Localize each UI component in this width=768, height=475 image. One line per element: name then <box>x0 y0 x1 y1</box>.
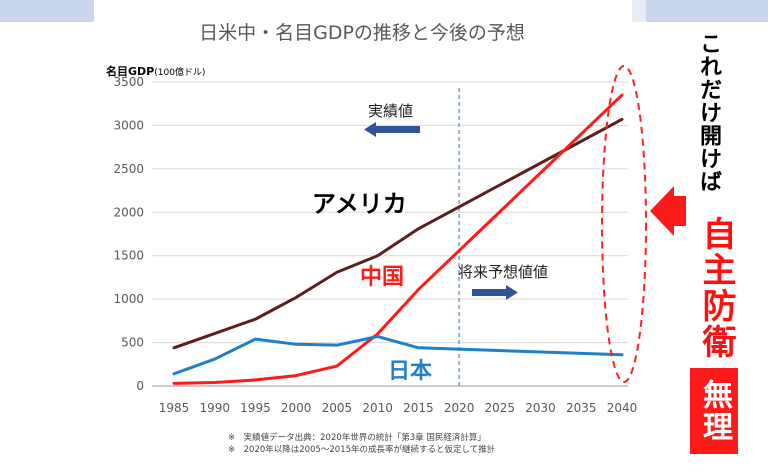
x-tick-label: 1995 <box>240 401 271 415</box>
x-tick-label: 2015 <box>403 401 434 415</box>
y-tick-label: 3000 <box>113 118 144 132</box>
chart-card <box>94 0 632 475</box>
x-tick-label: 1985 <box>159 401 190 415</box>
x-tick-label: 1990 <box>199 401 230 415</box>
y-tick-label: 2500 <box>113 162 144 176</box>
y-tick-label: 2000 <box>113 205 144 219</box>
x-tick-labels: 1985 1990 1995 2000 2005 2010 2015 2020 2025 2030… <box>159 401 638 415</box>
y-tick-label: 1000 <box>113 292 144 306</box>
left-panel <box>0 22 95 475</box>
side-message-box: 無理 <box>690 368 738 454</box>
top-strip-right <box>646 0 768 22</box>
grid-lines <box>152 81 628 387</box>
series-line-japan <box>172 334 624 376</box>
label-usa: アメリカ <box>312 190 407 218</box>
x-tick-label: 2010 <box>362 401 393 415</box>
y-tick-label: 3500 <box>113 75 144 89</box>
y-tick-label: 0 <box>136 379 144 393</box>
side-message-line1: これだけ開けば <box>696 32 721 193</box>
x-tick-label: 2025 <box>485 401 516 415</box>
series-lines <box>172 93 624 385</box>
series-line-china <box>172 93 624 385</box>
top-strip-left <box>0 0 94 22</box>
series-line-usa <box>172 117 624 350</box>
side-message-line3: 無理 <box>697 379 732 443</box>
forecast-arrow-icon <box>472 285 518 300</box>
side-message-line2: 自主防衛 <box>696 216 736 360</box>
x-tick-label: 2035 <box>566 401 597 415</box>
footnote-source: ※ 実績値データ出典：2020年世界の統計「第3章 国民経済計算」 <box>228 432 486 443</box>
x-tick-label: 2040 <box>607 401 638 415</box>
x-tick-label: 2030 <box>525 401 556 415</box>
y-axis-label-unit: (100億ドル) <box>154 66 205 78</box>
y-tick-label: 500 <box>121 336 144 350</box>
y-tick-labels: 0 500 1000 1500 2000 2500 3000 3500 <box>113 75 144 393</box>
label-japan: 日本 <box>388 359 432 384</box>
actual-arrow-icon <box>364 122 420 137</box>
x-tick-label: 2020 <box>444 401 475 415</box>
y-tick-label: 1500 <box>113 249 144 263</box>
chart-title: 日米中・名目GDPの推移と今後の予想 <box>199 22 525 44</box>
forecast-values-label: 将来予想値値 <box>458 263 548 281</box>
highlight-2040-ellipse <box>601 65 647 383</box>
x-tick-label: 2000 <box>281 401 312 415</box>
y-axis-label-main: 名目GDP <box>106 64 154 78</box>
x-tick-label: 2005 <box>322 401 353 415</box>
label-china: 中国 <box>360 265 404 290</box>
y-axis-label: 名目GDP(100億ドル) <box>106 64 205 78</box>
actual-values-label: 実績値 <box>368 102 413 120</box>
footnote-assumption: ※ 2020年以降は2005～2015年の成長率が継続すると仮定して推計 <box>228 444 496 455</box>
red-arrow-left-icon <box>650 186 686 236</box>
